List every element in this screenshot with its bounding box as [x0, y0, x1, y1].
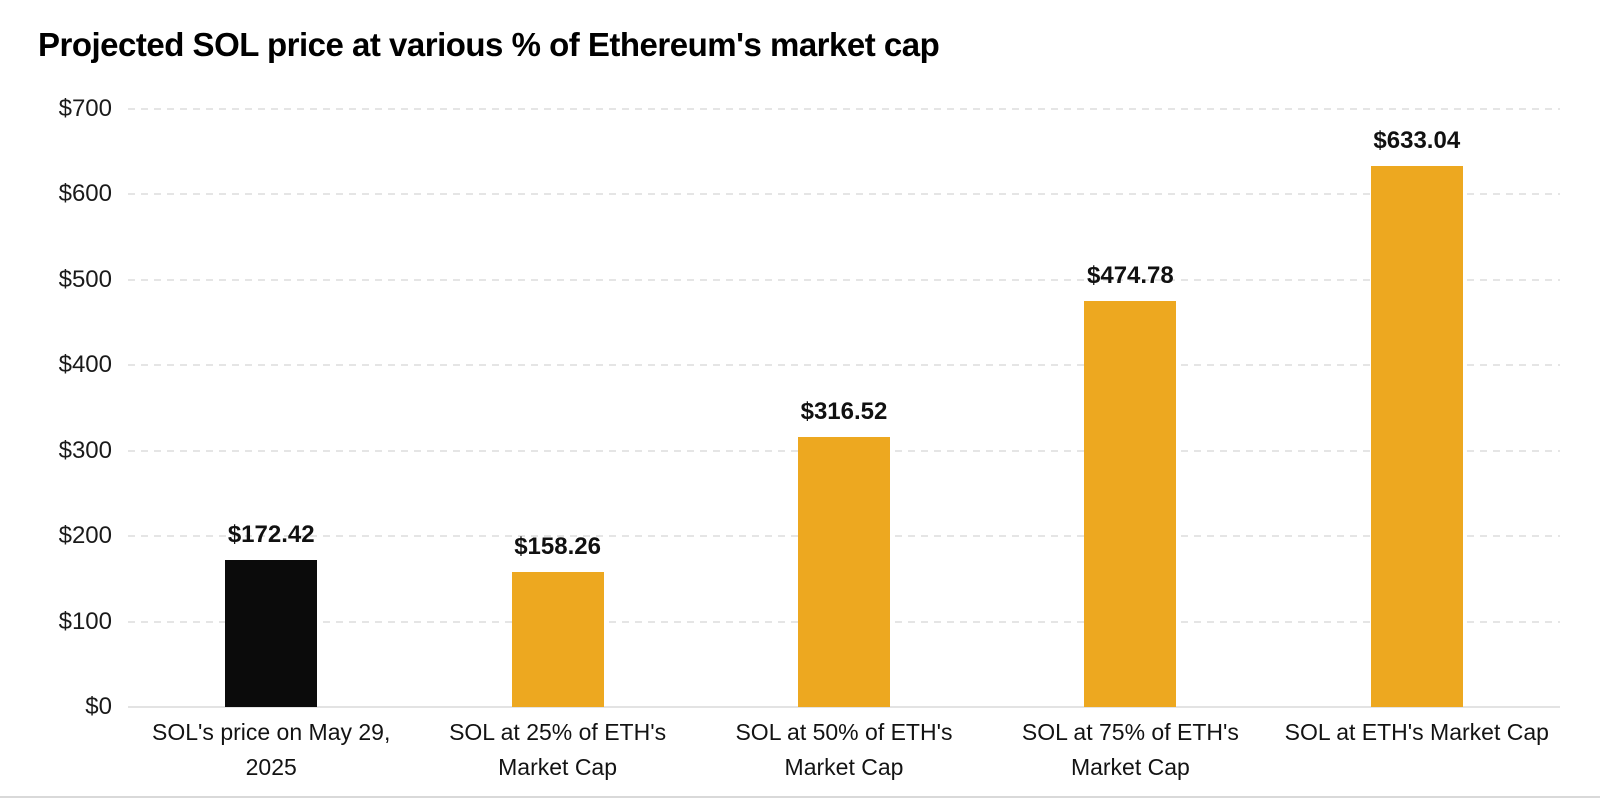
- gridline: [128, 278, 1560, 281]
- category-label: SOL at 75% of ETH's Market Cap: [1021, 719, 1239, 780]
- x-axis-baseline: [128, 706, 1560, 708]
- y-tick-label: $100: [58, 607, 112, 635]
- bar: [798, 436, 890, 707]
- gridline: [128, 364, 1560, 367]
- bar-value-label: $474.78: [1087, 262, 1174, 290]
- y-tick-label: $600: [58, 180, 112, 208]
- bar-value-label: $172.42: [227, 520, 315, 548]
- category-label: SOL's price on May 29, 2025: [152, 719, 391, 780]
- bottom-divider: [0, 796, 1600, 798]
- chart-title: Projected SOL price at various % of Ethe…: [38, 26, 940, 63]
- y-tick-label: $300: [58, 436, 112, 464]
- y-tick-label: $400: [58, 351, 112, 379]
- bar-value-label: $158.26: [514, 532, 601, 560]
- gridline: [128, 193, 1560, 196]
- y-tick-label: $200: [58, 522, 112, 550]
- category-label: SOL at ETH's Market Cap: [1284, 719, 1549, 745]
- bar-value-label: $633.04: [1373, 127, 1461, 155]
- y-tick-label: $500: [58, 265, 112, 293]
- bar-value-label: $316.52: [800, 397, 888, 425]
- category-label: SOL at 25% of ETH's Market Cap: [449, 719, 667, 780]
- y-tick-label: $700: [58, 95, 112, 122]
- gridline: [128, 108, 1560, 110]
- category-label: SOL at 50% of ETH's Market Cap: [735, 719, 953, 780]
- bar: [511, 571, 604, 707]
- y-tick-label: $0: [85, 693, 112, 720]
- bar: [1084, 301, 1177, 707]
- bar: [225, 559, 318, 707]
- bar: [1370, 166, 1463, 707]
